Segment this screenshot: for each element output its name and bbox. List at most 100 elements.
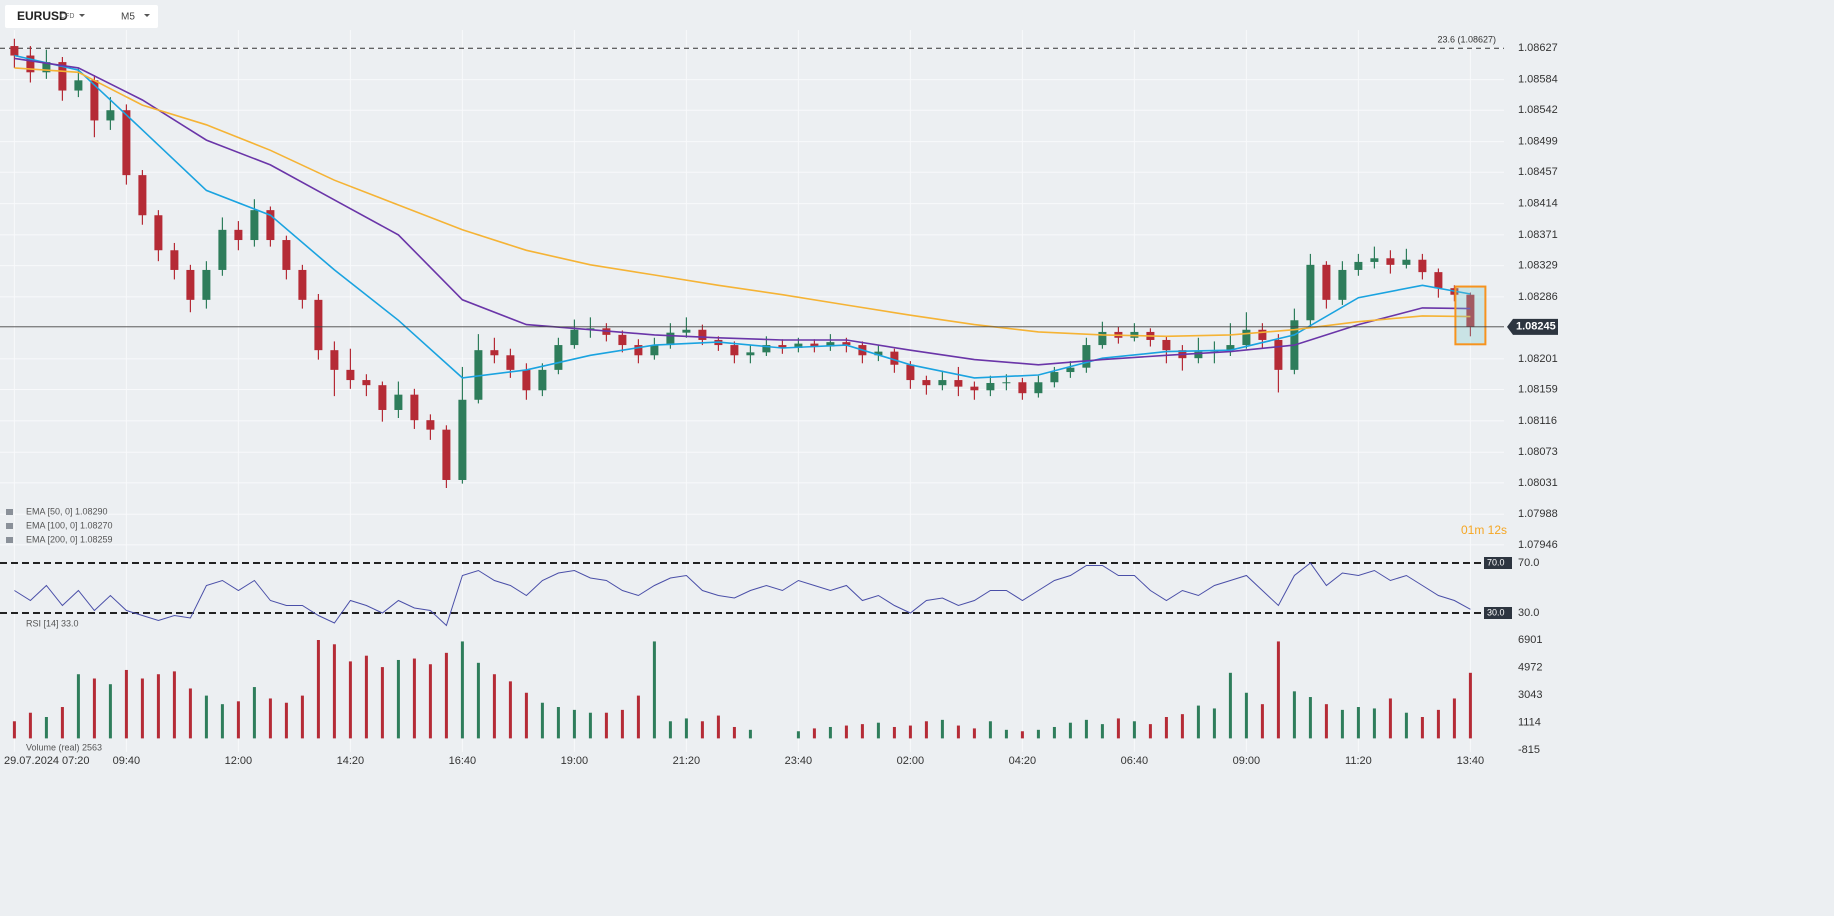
volume-bar: [444, 652, 448, 739]
y-tick-label: 1.08627: [1518, 42, 1558, 54]
volume-bar: [1164, 716, 1168, 739]
candle-body: [794, 343, 803, 348]
candle-body: [314, 299, 323, 351]
volume-bar: [1036, 729, 1040, 739]
candle-countdown: 01m 12s: [1461, 523, 1507, 537]
symbol[interactable]: EURUSD: [17, 9, 68, 23]
volume-bar: [1308, 697, 1312, 739]
volume-bar: [572, 709, 576, 739]
candle-body: [394, 394, 403, 410]
volume-bar: [1100, 724, 1104, 739]
volume-bar: [156, 674, 160, 739]
y-tick-label: 1.08329: [1518, 259, 1558, 271]
volume-bar: [220, 704, 224, 739]
volume-bar: [12, 721, 16, 739]
volume-bar: [492, 674, 496, 739]
x-tick-label: 11:20: [1345, 755, 1372, 767]
volume-bar: [1004, 729, 1008, 739]
volume-bar: [1324, 704, 1328, 739]
plot-layer: 07:20 09:40 12:00 14:20 16:40 19:00 21:20 23:40…: [0, 35, 1558, 767]
candle-body: [1050, 372, 1059, 383]
symbol-selector[interactable]: EURUSD CFD M5: [5, 5, 158, 28]
volume-bar: [460, 641, 464, 739]
candle-body: [1098, 331, 1107, 346]
volume-bar: [476, 662, 480, 739]
candle-body: [42, 62, 51, 73]
y-tick-label: 1.08073: [1518, 446, 1558, 458]
candle-body: [954, 380, 963, 387]
candle-body: [1338, 269, 1347, 300]
y-tick-label: 1.07988: [1518, 508, 1558, 520]
candle-body: [986, 382, 995, 391]
candle-body: [266, 210, 275, 241]
candle-body: [730, 345, 739, 356]
volume-bar: [1244, 692, 1248, 739]
candle-body: [202, 269, 211, 300]
y-tick-label: 6901: [1518, 634, 1542, 646]
legend-entry: EMA [100, 0] 1.08270: [26, 520, 113, 530]
ema-line: [14, 57, 1471, 366]
volume-bar: [1420, 716, 1424, 739]
candle-body: [1370, 258, 1379, 262]
last-price-label: 1.08245: [1516, 321, 1556, 333]
instrument-type: CFD: [60, 13, 74, 20]
x-tick-label: 07:20: [62, 755, 90, 767]
y-tick-label: 1.08584: [1518, 73, 1558, 85]
level-label-box: [1484, 607, 1512, 619]
volume-bar: [1260, 704, 1264, 739]
volume-bar: [268, 698, 272, 739]
volume-bar: [876, 722, 880, 739]
grid-layer: [0, 30, 1504, 752]
ema-line: [14, 54, 1471, 379]
candle-body: [874, 351, 883, 356]
y-tick-label: 1.08159: [1518, 383, 1558, 395]
x-tick-label: 09:40: [113, 755, 141, 767]
candle-body: [298, 269, 307, 300]
volume-bar: [124, 669, 128, 739]
legend-entry: RSI [14] 33.0: [26, 618, 79, 628]
y-tick-label: 1.08371: [1518, 229, 1558, 241]
timeframe[interactable]: M5: [121, 12, 135, 23]
candle-body: [410, 394, 419, 421]
dropdown-arrow[interactable]: [79, 14, 85, 17]
candle-body: [1226, 345, 1235, 351]
legend-icon: [6, 537, 13, 543]
volume-bar: [860, 724, 864, 739]
candle-body: [1402, 259, 1411, 265]
legend-entry: EMA [200, 0] 1.08259: [26, 534, 113, 544]
y-tick-label: 1.08031: [1518, 477, 1558, 489]
volume-bar: [748, 729, 752, 739]
candle-body: [106, 110, 115, 121]
candle-body: [634, 345, 643, 356]
candle-body: [250, 210, 259, 241]
level-label: 70.0: [1487, 557, 1505, 567]
volume-bar: [700, 721, 704, 739]
candle-body: [218, 229, 227, 270]
y-tick-label: -815: [1518, 744, 1540, 756]
volume-bar: [252, 687, 256, 739]
volume-bar: [1020, 731, 1024, 739]
volume-bar: [44, 716, 48, 739]
candle-body: [554, 345, 563, 370]
volume-bar: [316, 640, 320, 739]
candle-body: [170, 250, 179, 270]
candle-body: [426, 420, 435, 430]
volume-bar: [556, 707, 560, 739]
candle-body: [842, 342, 851, 346]
candle-body: [234, 229, 243, 241]
candle-body: [970, 386, 979, 391]
x-tick-label: 16:40: [449, 755, 477, 767]
volume-bar: [1404, 712, 1408, 739]
volume-bar: [1180, 714, 1184, 739]
y-tick-label: 1.08286: [1518, 291, 1558, 303]
legend-icon: [6, 523, 13, 529]
dropdown-arrow[interactable]: [144, 14, 150, 17]
x-tick-label: 13:40: [1457, 755, 1485, 767]
candle-body: [346, 369, 355, 381]
candle-body: [618, 334, 627, 346]
x-tick-label: 12:00: [225, 755, 253, 767]
x-tick-label: 21:20: [673, 755, 701, 767]
volume-bar: [76, 674, 80, 739]
candle-body: [122, 110, 131, 176]
